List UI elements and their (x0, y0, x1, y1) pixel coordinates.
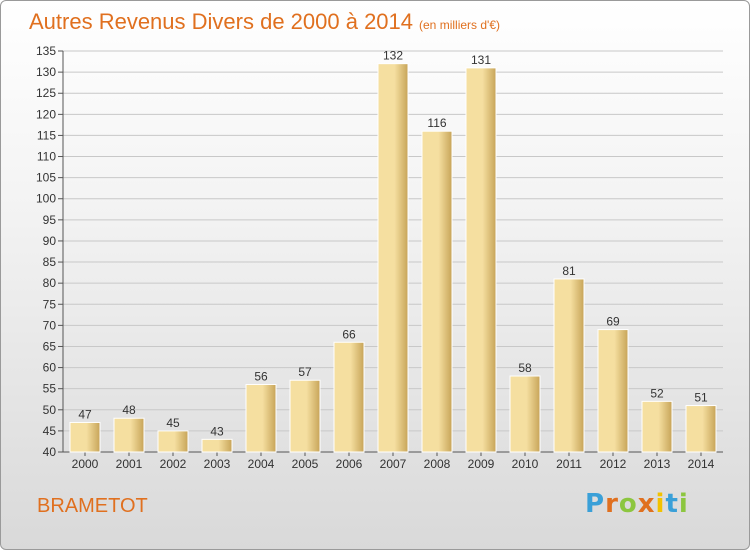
value-label: 45 (166, 416, 180, 430)
chart-subtitle: (en milliers d'€) (419, 18, 500, 32)
logo-letter: o (618, 489, 638, 519)
labels: 40 45 50 55 60 65 70 75 80 85 90 95 100 105 110 115 120 1… (36, 44, 715, 471)
logo-letter: t (665, 489, 679, 519)
bar (685, 405, 717, 453)
x-tick-label: 2013 (644, 457, 671, 471)
chart-title: Autres Revenus Divers de 2000 à 2014 (en … (29, 9, 500, 35)
commune-name: BRAMETOT (37, 495, 148, 517)
value-label: 48 (122, 403, 136, 417)
bar (113, 417, 145, 453)
bar (157, 430, 189, 453)
value-label: 47 (78, 407, 92, 421)
y-tick-label: 60 (43, 361, 57, 375)
y-tick-label: 130 (36, 65, 56, 79)
x-tick-label: 2002 (160, 457, 187, 471)
x-tick-label: 2004 (248, 457, 275, 471)
x-tick-label: 2011 (556, 457, 582, 471)
x-tick-label: 2001 (116, 457, 143, 471)
value-label: 116 (427, 116, 446, 130)
bar (201, 438, 233, 453)
value-label: 43 (210, 424, 224, 438)
bar (289, 379, 321, 453)
bar (245, 383, 277, 453)
y-tick-label: 65 (43, 339, 57, 353)
y-tick-label: 55 (43, 382, 57, 396)
x-tick-label: 2000 (72, 457, 99, 471)
chart-title-text: Autres Revenus Divers de 2000 à 2014 (29, 9, 414, 34)
proxiti-logo[interactable]: Proxiti (585, 489, 689, 519)
bar (509, 375, 541, 453)
x-tick-label: 2008 (424, 457, 451, 471)
y-tick-label: 110 (37, 150, 56, 164)
value-label: 69 (606, 315, 620, 329)
value-label: 56 (254, 369, 268, 383)
y-tick-label: 70 (43, 318, 57, 332)
logo-letter: P (585, 489, 606, 519)
value-label: 81 (562, 264, 576, 278)
y-tick-label: 45 (43, 424, 57, 438)
x-tick-label: 2010 (512, 457, 539, 471)
bars (69, 63, 717, 453)
bar (69, 421, 101, 453)
value-label: 57 (298, 365, 312, 379)
bar (641, 400, 673, 453)
y-tick-label: 125 (36, 86, 56, 100)
y-tick-label: 120 (36, 107, 56, 121)
y-tick-label: 95 (43, 213, 57, 227)
value-label: 132 (383, 49, 403, 63)
y-tick-label: 105 (36, 171, 56, 185)
value-label: 52 (650, 386, 664, 400)
y-tick-label: 100 (36, 192, 56, 206)
bar (465, 67, 497, 453)
y-tick-label: 90 (43, 234, 57, 248)
y-tick-label: 75 (43, 297, 57, 311)
x-tick-label: 2009 (468, 457, 495, 471)
x-tick-label: 2014 (688, 457, 715, 471)
y-tick-label: 50 (43, 403, 57, 417)
y-tick-label: 40 (43, 445, 57, 459)
y-tick-label: 80 (43, 276, 57, 290)
logo-letter: i (655, 489, 666, 519)
value-label: 51 (694, 391, 708, 405)
value-label: 58 (518, 361, 532, 375)
logo-letter: r (605, 489, 619, 519)
logo-letter: i (678, 489, 689, 519)
x-tick-label: 2006 (336, 457, 363, 471)
value-label: 131 (471, 53, 491, 67)
x-tick-label: 2005 (292, 457, 319, 471)
x-tick-label: 2012 (600, 457, 627, 471)
y-tick-label: 85 (43, 255, 57, 269)
bar (421, 130, 453, 453)
bar (597, 329, 629, 453)
x-tick-label: 2007 (380, 457, 407, 471)
bar (333, 341, 365, 453)
bar (377, 63, 409, 453)
bar (553, 278, 585, 453)
y-tick-label: 115 (37, 128, 56, 142)
logo-letter: x (637, 489, 656, 519)
value-label: 66 (342, 327, 356, 341)
x-tick-label: 2003 (204, 457, 231, 471)
y-tick-label: 135 (36, 44, 56, 58)
